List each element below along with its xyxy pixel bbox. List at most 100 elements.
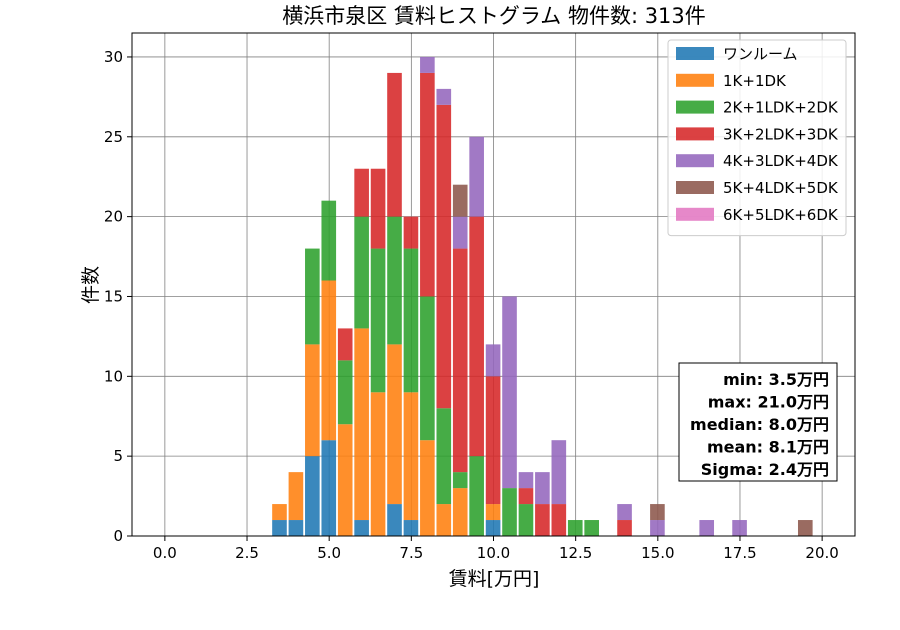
bar-segment [337,328,353,361]
bar-segment [420,56,435,73]
bar-segment [403,216,419,249]
legend: ワンルーム 1K+1DK 2K+1LDK+2DK 3K+2LDK+3DK 4K+3LDK… [667,39,847,237]
bar-segment [436,104,452,409]
legend-label: 1K+1DK [723,72,787,90]
y-tick-label: 10 [104,367,123,385]
bar-segment [469,216,484,457]
bar-segment [469,136,484,217]
stats-line: max: 21.0万円 [708,393,829,412]
stats-line: median: 8.0万円 [690,415,829,434]
bar-segment [288,472,304,521]
legend-swatch [676,100,714,114]
bar-segment [551,504,567,536]
stats-box: min: 3.5万円 max: 21.0万円 median: 8.0万円 mean: … [678,362,838,482]
legend-swatch [676,127,714,141]
legend-label: 2K+1LDK+2DK [723,99,839,117]
bar-segment [485,504,501,521]
bar-segment [567,520,583,536]
legend-swatch [676,207,714,221]
x-tick-label: 10.0 [477,544,510,562]
stats-frame [678,362,838,482]
bar-segment [321,200,337,281]
stats-line: min: 3.5万円 [723,370,829,389]
bar-segment [535,504,550,536]
legend-swatch [676,181,714,194]
bar-segment [650,520,665,536]
y-axis-ticks: 0 5 10 15 20 25 30 [104,48,132,545]
bar-segment [420,72,435,297]
bar-segment [387,344,402,505]
bar-segment [305,344,320,457]
bar-segment [518,488,534,505]
x-axis-title: 賃料[万円] [449,568,540,590]
bar-segment [469,456,484,536]
stats-line: Sigma: 2.4万円 [701,460,829,479]
bar-segment [272,504,287,521]
x-axis-ticks: 0.0 2.5 5.0 7.5 10.0 12.5 15.0 17.5 20.0 [153,536,839,562]
legend-swatch [676,73,714,87]
bar-segment [272,520,287,536]
legend-swatch [676,47,714,60]
legend-label: 3K+2LDK+3DK [723,125,839,143]
stats-line: mean: 8.1万円 [707,438,829,457]
bar-segment [452,248,468,473]
bar-segment [485,520,501,536]
x-tick-label: 7.5 [399,544,423,562]
bar-segment [452,216,468,249]
x-tick-label: 17.5 [723,544,756,562]
x-tick-label: 15.0 [641,544,674,562]
bar-segment [288,520,304,536]
x-tick-label: 2.5 [235,544,259,562]
bar-segment [337,424,353,536]
legend-swatch [676,154,714,168]
legend-label: 6K+5LDK+6DK [723,206,839,224]
bar-segment [485,376,501,505]
bar-segment [403,248,419,393]
bar-segment [387,504,402,536]
legend-label: 4K+3LDK+4DK [723,152,839,170]
bar-segment [650,504,665,521]
bar-segment [420,296,435,441]
bar-segment [387,72,402,217]
x-tick-label: 5.0 [317,544,341,562]
bar-segment [535,472,550,505]
bar-segment [452,184,468,217]
y-tick-label: 20 [104,208,123,226]
bar-segment [321,280,337,441]
bar-segment [518,472,534,489]
bar-segment [354,168,369,217]
bar-segment [354,216,369,329]
bar-segment [551,440,567,505]
bar-segment [403,392,419,521]
bar-segment [321,440,337,536]
bar-segment [617,504,632,521]
bars-layer [272,56,813,536]
bar-segment [617,520,632,536]
chart-title: 横浜市泉区 賃料ヒストグラム 物件数: 313件 [282,4,706,28]
bar-segment [387,216,402,345]
x-tick-label: 12.5 [559,544,592,562]
legend-label: ワンルーム [723,45,798,63]
bar-segment [502,296,517,489]
y-tick-label: 15 [104,287,123,305]
bar-segment [502,488,517,536]
bar-segment [518,504,534,536]
bar-segment [699,520,715,536]
x-tick-label: 20.0 [805,544,838,562]
bar-segment [403,520,419,536]
legend-label: 5K+4LDK+5DK [723,179,839,197]
bar-segment [354,520,369,536]
y-tick-label: 30 [104,48,123,66]
bar-segment [337,360,353,425]
bar-segment [354,328,369,521]
bar-segment [436,88,452,105]
bar-segment [305,248,320,345]
bar-segment [370,392,386,536]
bar-segment [452,472,468,489]
y-tick-label: 0 [113,527,123,545]
bar-segment [370,248,386,393]
bar-segment [420,440,435,536]
bar-segment [485,344,501,377]
bar-segment [797,520,813,536]
